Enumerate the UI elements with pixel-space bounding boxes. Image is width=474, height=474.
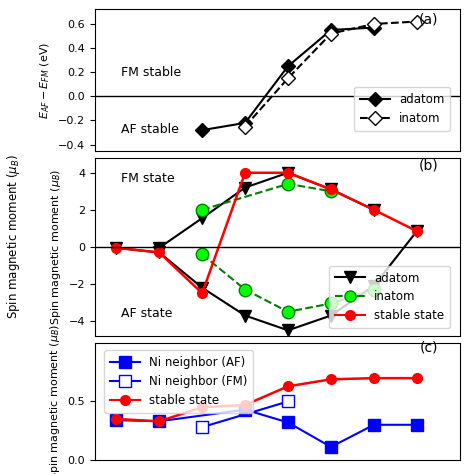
Text: FM state: FM state xyxy=(120,172,174,185)
Text: (a): (a) xyxy=(419,13,438,27)
Text: (c): (c) xyxy=(420,340,438,355)
Text: FM stable: FM stable xyxy=(120,66,181,79)
Text: Spin magnetic moment ($\mu_B$): Spin magnetic moment ($\mu_B$) xyxy=(5,155,22,319)
Legend: adatom, inatom, stable state: adatom, inatom, stable state xyxy=(329,265,450,328)
Legend: adatom, inatom: adatom, inatom xyxy=(354,87,450,131)
Y-axis label: Spin magnetic moment ($\mu_B$): Spin magnetic moment ($\mu_B$) xyxy=(48,323,62,474)
Y-axis label: Spin magnetic moment ($\mu_B$): Spin magnetic moment ($\mu_B$) xyxy=(49,169,63,325)
Text: AF state: AF state xyxy=(120,307,172,320)
Text: (b): (b) xyxy=(419,158,438,172)
Y-axis label: $E_{AF} - E_{FM}$ (eV): $E_{AF} - E_{FM}$ (eV) xyxy=(39,42,53,118)
Text: AF stable: AF stable xyxy=(120,123,178,136)
Legend: Ni neighbor (AF), Ni neighbor (FM), stable state: Ni neighbor (AF), Ni neighbor (FM), stab… xyxy=(104,350,254,413)
